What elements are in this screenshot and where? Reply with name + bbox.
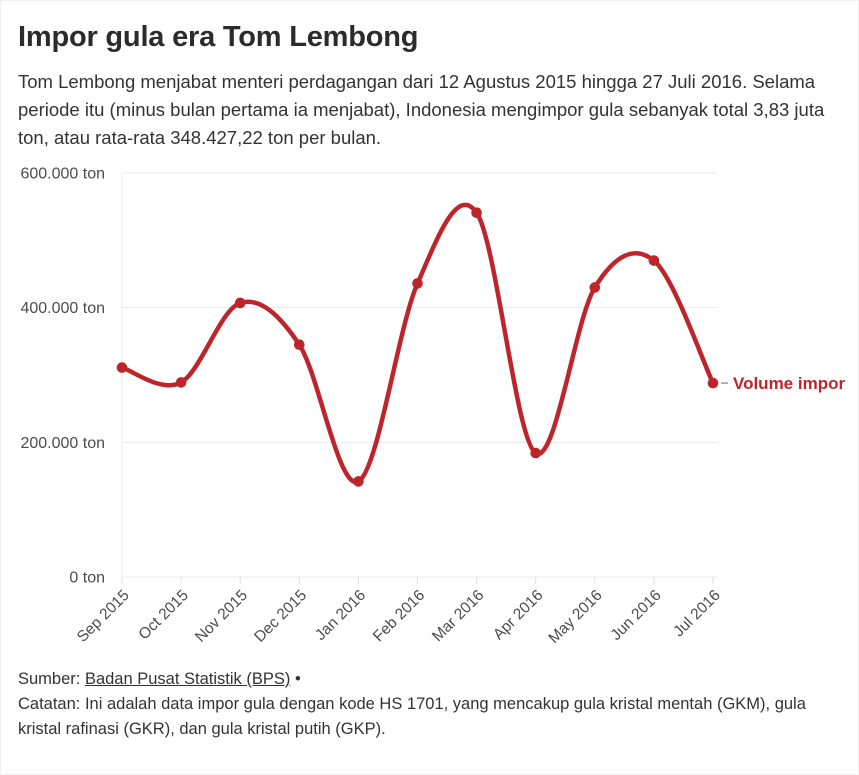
x-axis-label: Jun 2016 xyxy=(608,587,665,644)
data-point xyxy=(707,377,719,389)
x-axis-label: Apr 2016 xyxy=(490,587,547,644)
source-link[interactable]: Badan Pusat Statistik (BPS) xyxy=(84,669,291,688)
x-axis-label: Jan 2016 xyxy=(312,587,369,644)
line-chart: 0 ton 200.000 ton 400.000 ton 600.000 ton Se… xyxy=(20,165,845,647)
data-point xyxy=(175,376,187,388)
y-axis-label: 0 ton xyxy=(69,569,105,586)
y-axis-label: 400.000 ton xyxy=(20,300,105,317)
source-line: Sumber: Badan Pusat Statistik (BPS) • xyxy=(18,667,844,692)
data-point xyxy=(589,282,601,293)
data-line xyxy=(119,202,716,484)
data-point xyxy=(471,207,482,218)
data-point xyxy=(294,339,305,350)
chart-description: Tom Lembong menjabat menteri perdagangan… xyxy=(18,70,825,148)
source-label: Sumber: xyxy=(18,669,85,688)
x-axis-label: Dec 2015 xyxy=(251,587,310,646)
x-axis-label: Jul 2016 xyxy=(670,587,723,640)
data-point xyxy=(412,278,423,289)
data-point xyxy=(648,255,660,266)
x-axis-label: Oct 2015 xyxy=(135,587,192,644)
legend-label: Volume impor xyxy=(733,374,845,393)
y-axis-label: 600.000 ton xyxy=(20,165,105,182)
x-axis-label: Mar 2016 xyxy=(429,587,487,645)
data-point xyxy=(530,447,541,459)
data-point xyxy=(116,362,128,373)
x-axis-label: Sep 2015 xyxy=(74,587,133,646)
x-axis-label: Nov 2015 xyxy=(192,587,251,646)
chart-footer: Sumber: Badan Pusat Statistik (BPS) • Ca… xyxy=(1,663,858,742)
x-axis-label: Feb 2016 xyxy=(370,587,428,645)
data-point xyxy=(353,475,364,487)
x-axis-label: May 2016 xyxy=(545,587,605,647)
chart-note: Catatan: Ini adalah data impor gula deng… xyxy=(18,694,806,738)
data-point xyxy=(234,297,246,309)
chart-title: Impor gula era Tom Lembong xyxy=(18,21,419,53)
source-separator: • xyxy=(290,669,301,688)
y-axis-label: 200.000 ton xyxy=(20,435,105,452)
